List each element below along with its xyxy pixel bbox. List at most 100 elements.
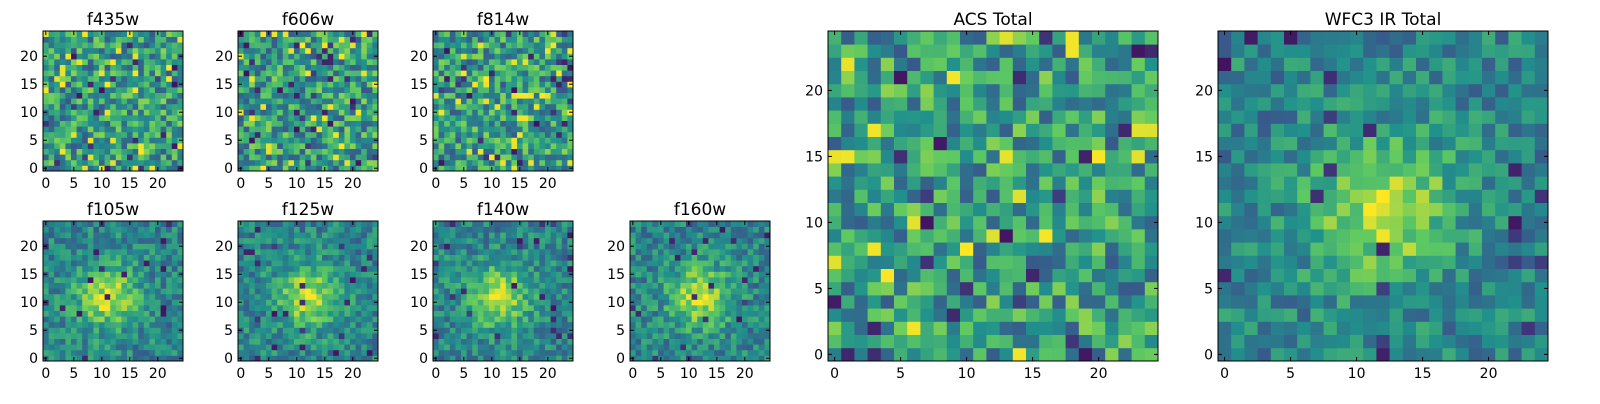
heatmap-cell <box>658 232 664 238</box>
heatmap-cell <box>664 316 670 322</box>
heatmap-cell <box>703 294 709 300</box>
heatmap-cell <box>255 277 261 283</box>
heatmap-cell <box>742 333 748 339</box>
heatmap-cell <box>748 327 754 333</box>
heatmap-cell <box>630 294 636 300</box>
heatmap-cell <box>556 48 562 54</box>
heatmap-cell <box>467 65 473 71</box>
heatmap-cell <box>539 154 545 160</box>
heatmap-cell <box>562 227 568 233</box>
heatmap-cell <box>551 271 557 277</box>
heatmap-cell <box>686 283 692 289</box>
heatmap-cell <box>725 271 731 277</box>
heatmap-cell <box>455 65 461 71</box>
heatmap-cell <box>439 277 445 283</box>
y-tick-label: 10 <box>410 295 428 311</box>
heatmap-cell <box>294 344 300 350</box>
heatmap-cell <box>283 249 289 255</box>
heatmap-cell <box>49 227 55 233</box>
heatmap-cell <box>433 121 439 127</box>
heatmap-cell <box>60 288 66 294</box>
heatmap-cell <box>316 260 322 266</box>
heatmap-cell <box>367 31 373 37</box>
heatmap-cell <box>669 316 675 322</box>
heatmap-cell <box>731 311 737 317</box>
heatmap-cell <box>138 311 144 317</box>
heatmap-cell <box>127 154 133 160</box>
heatmap-cell <box>249 53 255 59</box>
heatmap-cell <box>868 189 882 203</box>
heatmap-cell <box>1039 203 1053 217</box>
heatmap-cell <box>300 311 306 317</box>
heatmap-cell <box>664 283 670 289</box>
heatmap-cell <box>99 65 105 71</box>
heatmap-cell <box>305 143 311 149</box>
heatmap-cell <box>439 288 445 294</box>
heatmap-cell <box>344 87 350 93</box>
heatmap-cell <box>110 154 116 160</box>
heatmap-cell <box>283 255 289 261</box>
heatmap-cell <box>339 126 345 132</box>
heatmap-cell <box>478 53 484 59</box>
heatmap-cell <box>288 160 294 166</box>
heatmap-cell <box>121 31 127 37</box>
heatmap-cell <box>166 344 172 350</box>
heatmap-cell <box>562 221 568 227</box>
heatmap-cell <box>161 316 167 322</box>
heatmap-cell <box>260 238 266 244</box>
heatmap-cell <box>854 321 868 335</box>
heatmap-cell <box>77 288 83 294</box>
heatmap-cell <box>249 221 255 227</box>
heatmap-cell <box>344 271 350 277</box>
heatmap-cell <box>344 327 350 333</box>
heatmap-cell <box>43 126 49 132</box>
heatmap-cell <box>523 132 529 138</box>
heatmap-cell <box>238 288 244 294</box>
heatmap-cell <box>630 260 636 266</box>
heatmap-cell <box>294 266 300 272</box>
heatmap-cell <box>166 255 172 261</box>
heatmap-cell <box>121 350 127 356</box>
heatmap-cell <box>708 277 714 283</box>
heatmap-cell <box>105 322 111 328</box>
heatmap-cell <box>500 132 506 138</box>
heatmap-cell <box>93 121 99 127</box>
heatmap-cell <box>528 81 534 87</box>
heatmap-cell <box>686 311 692 317</box>
heatmap-cell <box>172 81 178 87</box>
heatmap-cell <box>669 339 675 345</box>
heatmap-cell <box>133 154 139 160</box>
heatmap-cell <box>82 160 88 166</box>
heatmap-cell <box>854 150 868 164</box>
heatmap-cell <box>288 288 294 294</box>
heatmap-cell <box>266 260 272 266</box>
heatmap-cell <box>49 294 55 300</box>
heatmap-cell <box>450 70 456 76</box>
heatmap-cell <box>339 339 345 345</box>
heatmap-cell <box>664 221 670 227</box>
heatmap-cell <box>166 149 172 155</box>
heatmap-cell <box>322 271 328 277</box>
heatmap-cell <box>121 109 127 115</box>
heatmap-cell <box>907 308 921 322</box>
heatmap-cell <box>350 333 356 339</box>
heatmap-cell <box>260 115 266 121</box>
heatmap-cell <box>288 121 294 127</box>
heatmap-cell <box>1039 321 1053 335</box>
heatmap-cell <box>328 115 334 121</box>
heatmap-cell <box>439 37 445 43</box>
heatmap-cell <box>144 121 150 127</box>
heatmap-cell <box>161 344 167 350</box>
heatmap-cell <box>316 327 322 333</box>
heatmap-cell <box>356 339 362 345</box>
heatmap-cell <box>244 322 250 328</box>
heatmap-cell <box>664 271 670 277</box>
heatmap-cell <box>551 31 557 37</box>
heatmap-cell <box>562 266 568 272</box>
heatmap-cell <box>692 294 698 300</box>
heatmap-cell <box>523 316 529 322</box>
heatmap-cell <box>311 294 317 300</box>
heatmap-cell <box>316 143 322 149</box>
heatmap-cell <box>854 216 868 230</box>
